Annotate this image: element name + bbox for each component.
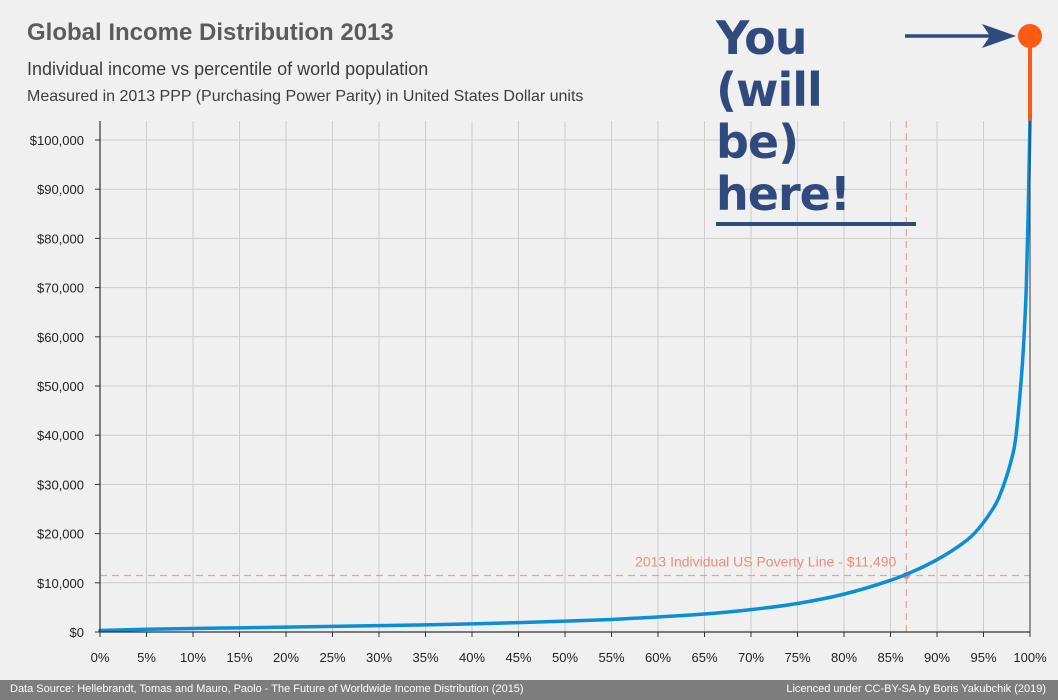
- x-tick-label: 70%: [738, 650, 764, 665]
- x-tick-label: 90%: [924, 650, 950, 665]
- poverty-line-label: 2013 Individual US Poverty Line - $11,49…: [635, 553, 896, 569]
- x-tick-label: 75%: [784, 650, 810, 665]
- x-tick-label: 95%: [970, 650, 996, 665]
- x-tick-label: 60%: [645, 650, 671, 665]
- x-tick-label: 30%: [366, 650, 392, 665]
- y-tick-label: $90,000: [37, 182, 84, 197]
- chart-subtitle: Individual income vs percentile of world…: [27, 59, 429, 79]
- y-tick-label: $10,000: [37, 576, 84, 591]
- y-tick-label: $40,000: [37, 428, 84, 443]
- callout-line-1: You (will: [716, 11, 823, 117]
- y-tick-label: $0: [70, 625, 84, 640]
- callout-arrow-head: [982, 24, 1016, 48]
- footer-license: Licenced under CC-BY-SA by Boris Yakubch…: [786, 683, 1046, 695]
- x-tick-label: 20%: [273, 650, 299, 665]
- y-tick-label: $50,000: [37, 379, 84, 394]
- x-tick-label: 50%: [552, 650, 578, 665]
- x-tick-label: 10%: [180, 650, 206, 665]
- marker-group: [905, 24, 1042, 121]
- x-tick-label: 85%: [877, 650, 903, 665]
- y-tick-label: $100,000: [30, 133, 84, 148]
- income-series-line: [98, 118, 1032, 633]
- tick-labels: 0% 5% 10% 15% 20% 25% 30% 35% 40% 45% 50% 55% 60% 65%…: [30, 133, 1047, 665]
- x-tick-label: 45%: [505, 650, 531, 665]
- x-tick-label: 5%: [137, 650, 156, 665]
- y-tick-label: $80,000: [37, 231, 84, 246]
- callout-line-2: be) here!: [716, 116, 916, 226]
- grid-lines: [100, 121, 1031, 632]
- x-tick-label: 100%: [1013, 650, 1047, 665]
- footer-bar: Data Source: Hellebrandt, Tomas and Maur…: [0, 680, 1058, 700]
- y-tick-label: $30,000: [37, 477, 84, 492]
- x-tick-label: 40%: [459, 650, 485, 665]
- y-tick-label: $70,000: [37, 281, 84, 296]
- marker-dot: [1018, 24, 1042, 48]
- x-tick-label: 0%: [91, 650, 110, 665]
- x-tick-label: 80%: [831, 650, 857, 665]
- footer-source: Data Source: Hellebrandt, Tomas and Maur…: [10, 683, 524, 695]
- you-are-here-callout: You (will be) here!: [716, 12, 916, 226]
- x-tick-label: 15%: [226, 650, 252, 665]
- chart-title: Global Income Distribution 2013: [27, 19, 394, 46]
- x-tick-label: 35%: [412, 650, 438, 665]
- x-tick-label: 55%: [598, 650, 624, 665]
- y-tick-label: $20,000: [37, 527, 84, 542]
- x-tick-label: 25%: [319, 650, 345, 665]
- series-group: [98, 118, 1032, 633]
- axes: [95, 121, 1031, 637]
- chart-subtitle-units: Measured in 2013 PPP (Purchasing Power P…: [27, 88, 584, 105]
- y-tick-label: $60,000: [37, 330, 84, 345]
- poverty-line-group: 2013 Individual US Poverty Line - $11,49…: [100, 121, 1030, 632]
- x-tick-label: 65%: [691, 650, 717, 665]
